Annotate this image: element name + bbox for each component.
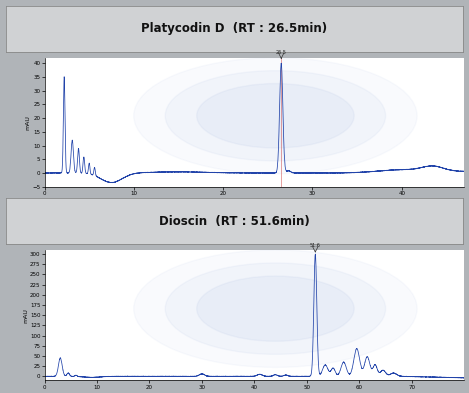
Ellipse shape bbox=[197, 276, 354, 341]
Ellipse shape bbox=[165, 263, 386, 354]
Text: 51.6: 51.6 bbox=[310, 243, 321, 248]
Ellipse shape bbox=[165, 71, 386, 161]
Y-axis label: mAU: mAU bbox=[23, 308, 29, 323]
Text: Platycodin D  (RT : 26.5min): Platycodin D (RT : 26.5min) bbox=[142, 22, 327, 35]
Ellipse shape bbox=[197, 84, 354, 148]
Text: Dioscin  (RT : 51.6min): Dioscin (RT : 51.6min) bbox=[159, 215, 310, 228]
Text: 26.5: 26.5 bbox=[276, 50, 287, 55]
Y-axis label: mAU: mAU bbox=[26, 115, 31, 130]
